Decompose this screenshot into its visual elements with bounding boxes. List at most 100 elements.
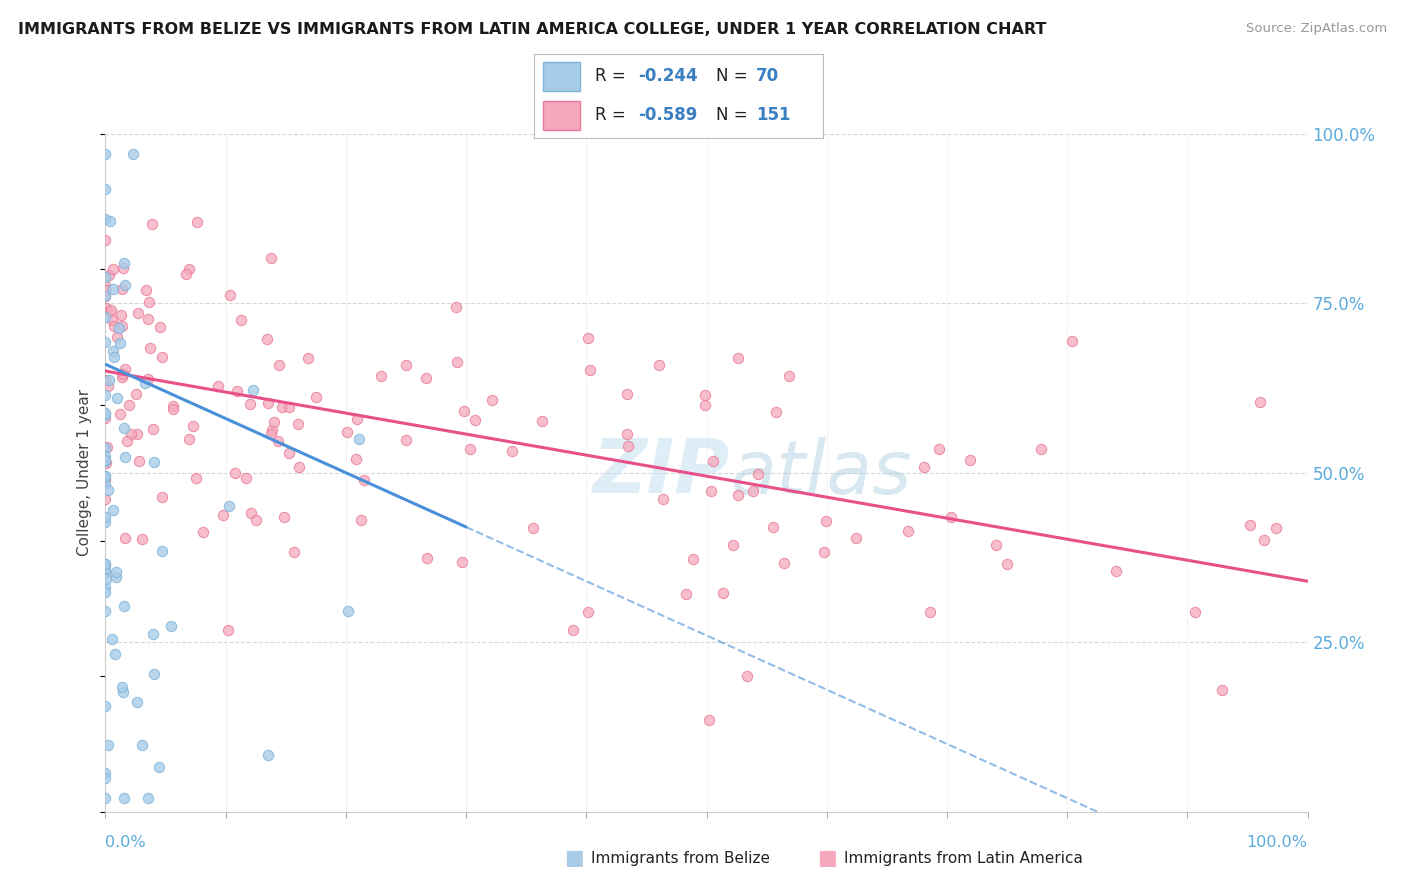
Point xyxy=(100,313,122,327)
Point xyxy=(1265,521,1288,535)
Text: 70: 70 xyxy=(756,68,779,86)
Point xyxy=(174,267,197,281)
Point xyxy=(235,471,257,485)
Point xyxy=(111,685,134,699)
Point xyxy=(184,470,207,484)
Point xyxy=(127,426,149,441)
Point xyxy=(271,400,294,414)
Point xyxy=(152,544,174,558)
Point xyxy=(94,771,117,785)
Point xyxy=(562,623,585,637)
Point xyxy=(94,334,117,349)
Point xyxy=(96,284,118,298)
Point xyxy=(118,398,141,412)
Point xyxy=(98,373,121,387)
Point xyxy=(131,532,153,546)
Point xyxy=(700,483,723,498)
Point xyxy=(727,488,749,502)
Point xyxy=(111,370,134,384)
Point xyxy=(395,358,418,372)
Point xyxy=(721,538,744,552)
Point xyxy=(112,599,135,614)
Point xyxy=(239,397,262,411)
Point xyxy=(337,604,360,618)
Point xyxy=(297,351,319,365)
FancyBboxPatch shape xyxy=(543,62,581,91)
Point xyxy=(702,454,724,468)
Point xyxy=(94,442,117,456)
Point xyxy=(814,514,837,528)
Point xyxy=(94,472,117,486)
Point xyxy=(101,344,124,359)
Point xyxy=(142,627,165,641)
Point xyxy=(96,301,118,316)
Point xyxy=(240,506,263,520)
Point xyxy=(267,434,290,448)
Point xyxy=(94,510,117,524)
Point xyxy=(651,491,673,506)
Point xyxy=(98,305,121,319)
Point xyxy=(578,363,600,377)
Point xyxy=(897,524,920,538)
Point xyxy=(94,560,117,574)
Point xyxy=(94,387,117,401)
Point xyxy=(103,350,125,364)
Point xyxy=(114,362,136,376)
Point xyxy=(117,434,139,449)
Point xyxy=(229,313,252,327)
Point xyxy=(94,410,117,425)
Point xyxy=(1184,605,1206,619)
Point xyxy=(177,261,200,276)
Point xyxy=(94,310,117,325)
Point xyxy=(143,455,166,469)
Point xyxy=(762,520,785,534)
Point xyxy=(1239,517,1261,532)
Point xyxy=(305,390,328,404)
Point xyxy=(283,544,305,558)
Point xyxy=(481,392,503,407)
Point xyxy=(464,413,486,427)
Point xyxy=(218,287,240,301)
Text: -0.589: -0.589 xyxy=(638,106,697,124)
Point xyxy=(100,303,122,318)
Point xyxy=(120,426,142,441)
Point xyxy=(415,371,437,385)
Point xyxy=(336,425,359,440)
Y-axis label: College, Under 1 year: College, Under 1 year xyxy=(77,389,93,557)
Point xyxy=(111,368,134,382)
Text: IMMIGRANTS FROM BELIZE VS IMMIGRANTS FROM LATIN AMERICA COLLEGE, UNDER 1 YEAR CO: IMMIGRANTS FROM BELIZE VS IMMIGRANTS FRO… xyxy=(18,22,1046,37)
Point xyxy=(347,432,370,446)
Point xyxy=(97,268,120,283)
Point xyxy=(114,450,136,465)
Point xyxy=(162,399,184,413)
Point xyxy=(959,453,981,467)
Point xyxy=(747,467,769,481)
Text: 151: 151 xyxy=(756,106,790,124)
Text: N =: N = xyxy=(716,68,752,86)
Point xyxy=(695,388,717,402)
Point xyxy=(94,147,117,161)
Point xyxy=(96,440,118,454)
Point xyxy=(224,466,246,480)
Point xyxy=(778,368,800,383)
Point xyxy=(94,604,117,618)
Text: atlas: atlas xyxy=(731,437,912,508)
Point xyxy=(97,483,120,497)
Point xyxy=(114,531,136,545)
Point xyxy=(125,695,148,709)
Point xyxy=(136,791,159,805)
Point xyxy=(94,585,117,599)
Point xyxy=(207,378,229,392)
Point xyxy=(108,335,131,350)
Point xyxy=(576,331,599,345)
Text: Source: ZipAtlas.com: Source: ZipAtlas.com xyxy=(1247,22,1388,36)
Text: R =: R = xyxy=(595,106,631,124)
Point xyxy=(288,460,311,475)
Point xyxy=(94,557,117,571)
Point xyxy=(138,371,160,385)
Point xyxy=(256,332,278,346)
Point xyxy=(138,341,160,355)
Point xyxy=(94,557,117,571)
Point xyxy=(134,376,156,391)
Point xyxy=(287,417,309,432)
